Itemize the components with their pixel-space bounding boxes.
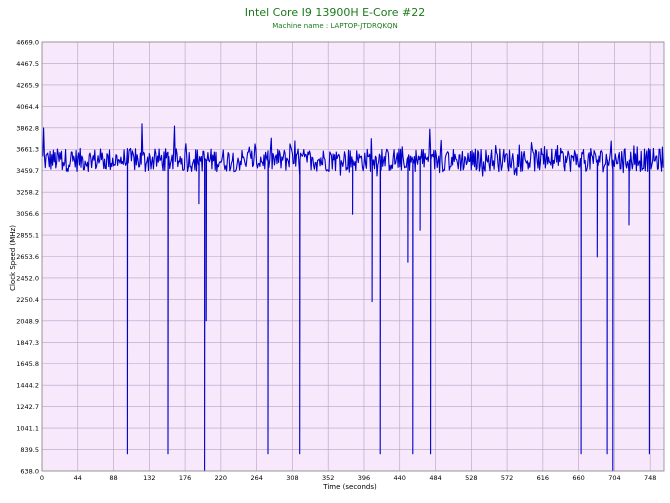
y-tick-label: 2452.0 [16,274,39,282]
y-tick-label: 2855.1 [16,232,39,240]
y-tick-label: 1041.1 [16,425,39,433]
y-tick-label: 1847.3 [16,339,39,347]
chart-title: Intel Core I9 13900H E-Core #22 [245,6,425,19]
clock-speed-series-line [42,123,664,472]
x-tick-label: 44 [74,474,82,482]
y-tick-label: 2250.4 [16,296,39,304]
y-tick-label: 2048.9 [16,317,39,325]
x-tick-label: 0 [40,474,44,482]
x-tick-label: 616 [537,474,549,482]
y-tick-label: 3862.8 [16,124,39,132]
y-tick-label: 4669.0 [16,39,39,47]
x-tick-label: 308 [286,474,298,482]
x-tick-label: 176 [179,474,191,482]
x-tick-label: 572 [501,474,513,482]
y-tick-label: 3459.7 [16,167,39,175]
y-tick-label: 2653.6 [16,253,39,261]
y-tick-label: 839.5 [20,446,39,454]
y-tick-label: 3258.2 [16,189,39,197]
y-tick-label: 3056.6 [16,210,39,218]
y-tick-label: 638.0 [20,468,39,476]
y-axis-label: Clock Speed (MHz) [9,225,17,291]
x-tick-label: 440 [394,474,406,482]
x-tick-label: 220 [215,474,227,482]
x-tick-label: 528 [465,474,477,482]
y-tick-label: 1444.2 [16,382,39,390]
x-axis-label: Time (seconds) [322,483,377,491]
chart-subtitle: Machine name : LAPTOP-JTDRQKQN [272,22,397,30]
x-tick-label: 132 [143,474,155,482]
x-tick-label: 748 [644,474,656,482]
x-tick-label: 484 [429,474,441,482]
y-tick-label: 1645.8 [16,360,39,368]
x-tick-label: 264 [250,474,262,482]
x-tick-label: 704 [608,474,620,482]
x-tick-label: 660 [572,474,584,482]
plot-border [41,41,665,472]
x-tick-label: 352 [322,474,334,482]
x-tick-label: 396 [358,474,370,482]
y-tick-label: 4265.9 [16,81,39,89]
y-tick-label: 4064.4 [16,103,39,111]
y-tick-label: 3661.3 [16,146,39,154]
y-tick-label: 4467.5 [16,60,39,68]
x-tick-label: 88 [109,474,117,482]
y-tick-label: 1242.7 [16,403,39,411]
